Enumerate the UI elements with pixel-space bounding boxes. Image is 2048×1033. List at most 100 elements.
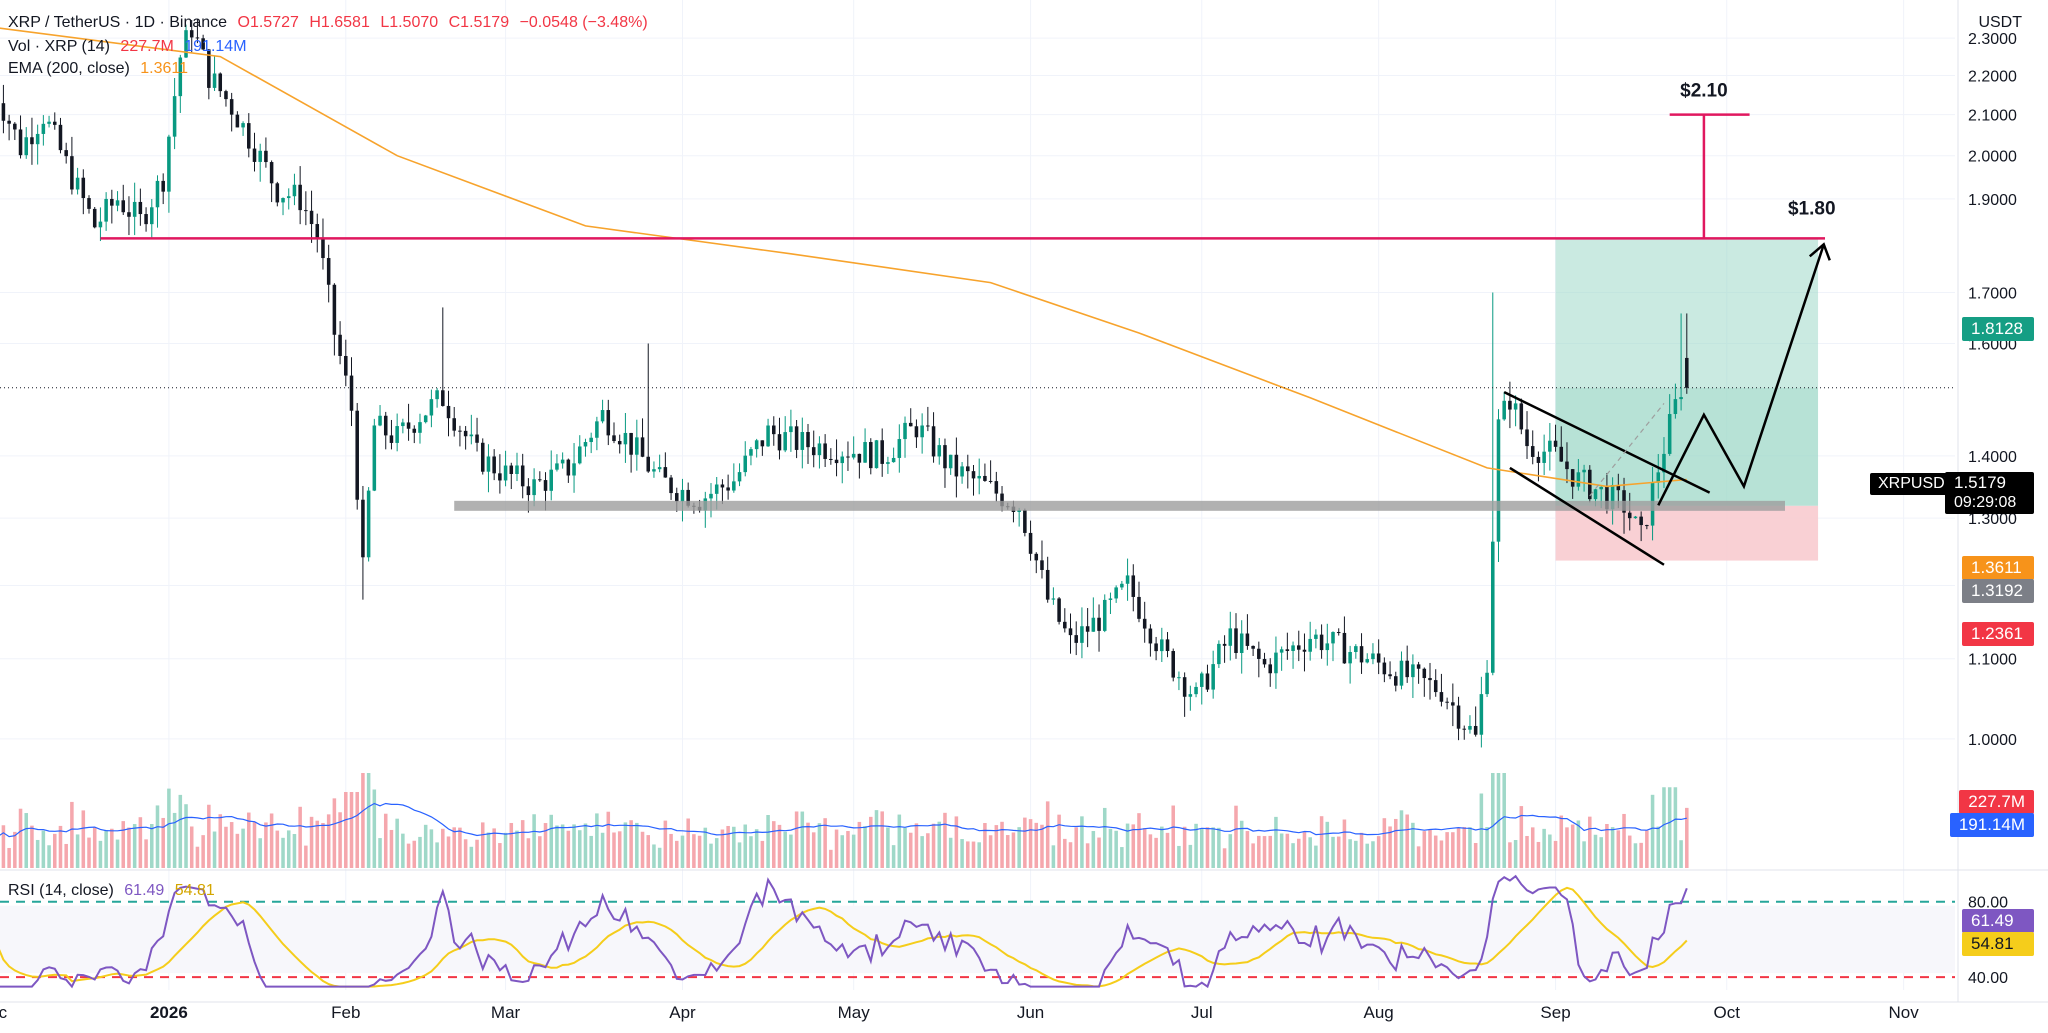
volume-bar	[1074, 827, 1078, 868]
volume-bar	[577, 830, 582, 868]
volume-bar	[1451, 832, 1455, 868]
price-tick-label: 1.4000	[1968, 449, 2017, 466]
volume-bar	[851, 834, 856, 868]
volume-bar	[766, 814, 770, 868]
candle-body	[1662, 453, 1666, 473]
candle-body	[1051, 598, 1056, 600]
volume-bar	[732, 826, 736, 868]
volume-bar	[1530, 827, 1535, 868]
volume-bar	[1548, 834, 1552, 868]
volume-bar	[218, 814, 223, 868]
candle-body	[1188, 694, 1193, 697]
candle-body	[178, 57, 183, 97]
time-tick-label: Aug	[1364, 1003, 1394, 1022]
volume-bar	[1005, 835, 1010, 868]
candle-body	[1285, 649, 1290, 651]
volume-ma-tag: 191.14M	[1949, 813, 2034, 837]
volume-bar	[720, 829, 725, 868]
volume-bar	[1371, 841, 1375, 868]
target-high-label: $2.10	[1680, 81, 1728, 102]
volume-bar	[760, 840, 765, 868]
ema-label: EMA (200, close)	[8, 60, 130, 77]
volume-bar	[806, 822, 810, 868]
candle-body	[1, 103, 6, 121]
candle-body	[1593, 489, 1598, 500]
volume-bar	[406, 843, 411, 868]
candle-body	[520, 465, 525, 487]
volume-bar	[195, 846, 200, 868]
candle-body	[1165, 639, 1170, 652]
time-tick-label: Jun	[1017, 1003, 1044, 1022]
candle-body	[1063, 621, 1067, 629]
candle-body	[395, 426, 399, 443]
volume-bar	[1645, 830, 1649, 868]
volume-bar	[81, 810, 86, 868]
candle-body	[13, 123, 17, 130]
candle-body	[1268, 664, 1273, 674]
candle-body	[1485, 672, 1489, 695]
volume-bar	[646, 835, 651, 868]
candle-body	[1000, 493, 1004, 507]
candle-body	[908, 422, 913, 427]
rsi-ma-value: 54.81	[174, 882, 215, 899]
volume-bar	[817, 823, 822, 868]
candle-body	[840, 456, 845, 464]
candle-body	[81, 177, 86, 199]
candle-body	[412, 428, 417, 433]
candle-body	[1359, 646, 1364, 663]
candle-body	[1508, 400, 1512, 410]
volume-bar	[150, 824, 154, 868]
volume-bar	[1142, 828, 1147, 868]
volume-bar	[423, 824, 428, 868]
candle-body	[509, 465, 514, 474]
candle-body	[1331, 632, 1335, 644]
candle-body	[1405, 660, 1409, 678]
volume-legend[interactable]: Vol · XRP (14) 227.7M 191.14M	[8, 38, 253, 56]
volume-bar	[1468, 827, 1472, 868]
candle-body	[869, 442, 873, 469]
candle-body	[880, 440, 884, 464]
volume-bar	[498, 843, 502, 868]
volume-bar	[886, 827, 890, 868]
candle-body	[1548, 440, 1552, 452]
time-tick-label: 2026	[150, 1003, 188, 1022]
candle-body	[914, 426, 919, 438]
candle-body	[247, 123, 251, 149]
volume-bar	[1228, 834, 1233, 868]
volume-bar	[623, 822, 628, 868]
symbol-name[interactable]: XRP / TetherUS · 1D · Binance	[8, 14, 228, 31]
candle-body	[555, 463, 559, 470]
candle-body	[1222, 643, 1227, 646]
volume-bar	[355, 792, 359, 868]
candle-body	[486, 456, 491, 472]
volume-bar	[463, 839, 468, 868]
candle-body	[1530, 446, 1535, 457]
candle-body	[1171, 651, 1175, 678]
volume-bar	[1376, 836, 1381, 868]
candle-body	[1314, 634, 1318, 639]
volume-bar	[1319, 816, 1324, 868]
candle-body	[1502, 400, 1506, 420]
volume-bar	[1479, 793, 1484, 868]
candle-body	[355, 410, 359, 500]
candle-body	[937, 445, 942, 457]
ema-legend[interactable]: EMA (200, close) 1.3611	[8, 60, 194, 78]
volume-bar	[1279, 833, 1284, 868]
candle-body	[1182, 677, 1187, 697]
projection-path	[1657, 244, 1825, 506]
price-tick-label: 1.7000	[1968, 285, 2017, 302]
candle-body	[612, 435, 616, 442]
candle-body	[1422, 668, 1427, 679]
volume-bar	[1040, 824, 1044, 868]
volume-bar	[24, 813, 29, 868]
currency-label[interactable]: USDT	[1978, 14, 2022, 31]
volume-bar	[1028, 819, 1033, 868]
candle-body	[543, 480, 548, 491]
candle-body	[1057, 598, 1061, 622]
volume-bar	[1685, 807, 1689, 868]
candle-body	[138, 201, 143, 215]
candle-body	[1137, 596, 1141, 619]
volume-bar	[1627, 835, 1632, 868]
rsi-legend[interactable]: RSI (14, close) 61.49 54.81	[8, 882, 221, 900]
